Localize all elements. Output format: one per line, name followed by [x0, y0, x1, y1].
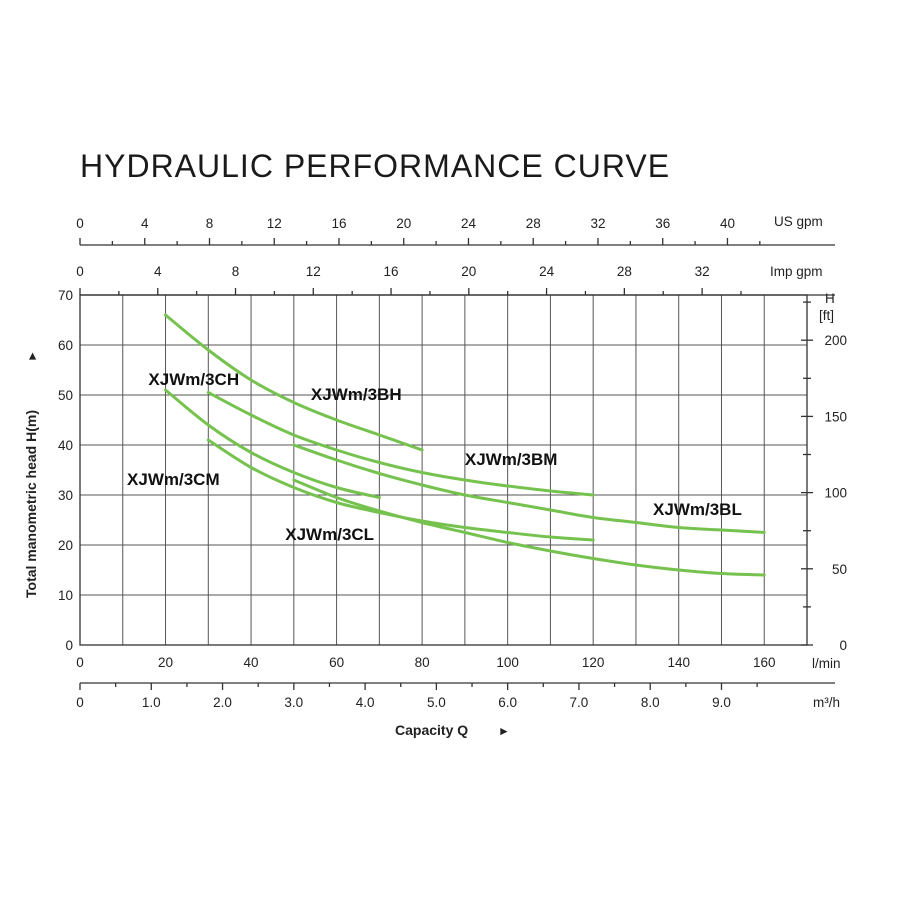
imp-gpm-axis-tick-label: 12 [306, 264, 321, 279]
us-gpm-axis-tick-label: 0 [76, 216, 84, 231]
ft-tick-label: 50 [832, 562, 847, 577]
us-gpm-axis-tick-label: 8 [206, 216, 214, 231]
ft-tick-label: 200 [824, 333, 847, 348]
m3h-axis-tick-label: 0 [76, 695, 84, 710]
imp-gpm-axis-tick-label: 4 [154, 264, 162, 279]
imp-gpm-axis-tick-label: 28 [617, 264, 632, 279]
imp-gpm-axis-tick-label: 24 [539, 264, 555, 279]
imp-gpm-axis-tick-label: 0 [76, 264, 84, 279]
x-axis-arrow: ► [498, 724, 510, 738]
us-gpm-axis-tick-label: 36 [655, 216, 670, 231]
x-tick-label: 20 [158, 655, 173, 670]
m3h-axis-tick-label: 1.0 [142, 695, 161, 710]
us-gpm-axis-tick-label: 40 [720, 216, 735, 231]
grid [80, 295, 807, 645]
curve-xjwm-3bl [292, 478, 766, 577]
m3h-unit: m³/h [813, 695, 840, 710]
x-tick-label: 60 [329, 655, 344, 670]
us-gpm-axis-tick-label: 20 [396, 216, 411, 231]
x-axis-title: Capacity Q [395, 722, 468, 738]
lmin-unit: l/min [812, 656, 841, 671]
us-gpm-axis-tick-label: 16 [331, 216, 346, 231]
y-tick-label: 60 [58, 338, 73, 353]
x-tick-label: 80 [415, 655, 430, 670]
ft-tick-label: 100 [824, 486, 847, 501]
m3h-axis-tick-label: 5.0 [427, 695, 446, 710]
curve-label-xjwm-3cl: XJWm/3CL [285, 525, 374, 544]
curve-xjwm-3cm [164, 388, 381, 499]
ft-tick-label: 0 [839, 638, 847, 653]
us-gpm-axis-tick-label: 24 [461, 216, 477, 231]
us-gpm-axis-tick-label: 12 [267, 216, 282, 231]
right-axis-label: H [825, 291, 835, 306]
imp-gpm-axis-tick-label: 8 [232, 264, 240, 279]
m3h-axis-tick-label: 7.0 [570, 695, 589, 710]
curve-xjwm-3bm [292, 443, 766, 534]
y-tick-label: 0 [65, 638, 73, 653]
y-axis-arrow: ► [25, 350, 39, 362]
imp-gpm-axis-tick-label: 16 [384, 264, 399, 279]
us-gpm-unit: US gpm [774, 214, 823, 229]
m3h-axis-tick-label: 4.0 [356, 695, 375, 710]
curve-label-xjwm-3bm: XJWm/3BM [465, 450, 558, 469]
x-tick-label: 100 [496, 655, 519, 670]
m3h-axis-tick-label: 9.0 [712, 695, 731, 710]
y-tick-label: 30 [58, 488, 73, 503]
curve-labels: XJWm/3CH XJWm/3BH XJWm/3CM XJWm/3BM XJWm/3CL… [127, 370, 742, 544]
imp-gpm-unit: Imp gpm [770, 264, 823, 279]
m3h-axis-tick-label: 8.0 [641, 695, 660, 710]
m3h-axis-tick-label: 3.0 [284, 695, 303, 710]
m3h-axis-tick-label: 6.0 [498, 695, 517, 710]
chart-title: HYDRAULIC PERFORMANCE CURVE [80, 148, 670, 184]
curve-xjwm-3ch [164, 313, 424, 452]
x-tick-label: 40 [244, 655, 259, 670]
us-gpm-axis-tick-label: 32 [590, 216, 605, 231]
imp-gpm-axis-tick-label: 32 [695, 264, 710, 279]
y-axis-title: Total manometric head H(m) [23, 410, 39, 598]
curves [164, 313, 766, 577]
x-tick-label: 0 [76, 655, 84, 670]
curve-xjwm-3bh [206, 391, 595, 497]
x-tick-label: 140 [667, 655, 690, 670]
m3h-axis-tick-label: 2.0 [213, 695, 232, 710]
x-tick-label: 120 [582, 655, 605, 670]
right-axis-unit: [ft] [819, 308, 834, 323]
curve-label-xjwm-3bl: XJWm/3BL [653, 500, 742, 519]
ft-tick-label: 150 [824, 409, 847, 424]
y-tick-label: 70 [58, 288, 73, 303]
curve-label-xjwm-3ch: XJWm/3CH [148, 370, 239, 389]
curve-label-xjwm-3bh: XJWm/3BH [311, 385, 402, 404]
y-tick-label: 40 [58, 438, 73, 453]
x-tick-label: 160 [753, 655, 776, 670]
us-gpm-axis-tick-label: 28 [526, 216, 541, 231]
us-gpm-axis-tick-label: 4 [141, 216, 149, 231]
y-tick-label: 10 [58, 588, 73, 603]
y-tick-label: 20 [58, 538, 73, 553]
curve-label-xjwm-3cm: XJWm/3CM [127, 470, 220, 489]
y-tick-label: 50 [58, 388, 73, 403]
imp-gpm-axis-tick-label: 20 [461, 264, 476, 279]
